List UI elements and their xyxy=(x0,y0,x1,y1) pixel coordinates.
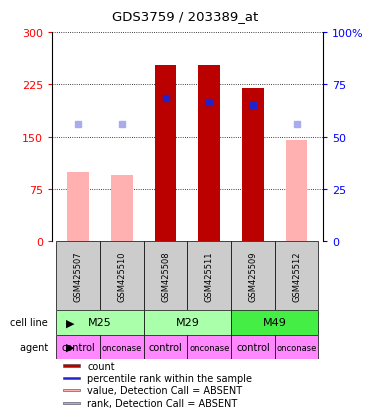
Text: onconase: onconase xyxy=(276,343,317,352)
Bar xyxy=(56,242,100,310)
Bar xyxy=(144,242,187,310)
Bar xyxy=(187,242,231,310)
Text: onconase: onconase xyxy=(102,343,142,352)
Bar xyxy=(144,310,231,335)
Bar xyxy=(198,66,220,242)
Text: ▶: ▶ xyxy=(66,342,75,352)
Text: rank, Detection Call = ABSENT: rank, Detection Call = ABSENT xyxy=(87,398,237,408)
Text: GSM425509: GSM425509 xyxy=(248,251,257,301)
Text: GSM425507: GSM425507 xyxy=(74,251,83,301)
Bar xyxy=(155,66,177,242)
Text: M25: M25 xyxy=(88,318,112,328)
Bar xyxy=(100,242,144,310)
Bar xyxy=(63,389,80,392)
Text: GSM425511: GSM425511 xyxy=(205,251,214,301)
Text: GSM425508: GSM425508 xyxy=(161,251,170,301)
Bar xyxy=(56,335,100,360)
Text: M29: M29 xyxy=(175,318,199,328)
Bar xyxy=(63,401,80,404)
Text: onconase: onconase xyxy=(189,343,229,352)
Text: control: control xyxy=(149,342,183,352)
Bar xyxy=(63,365,80,367)
Text: agent: agent xyxy=(20,342,51,352)
Text: count: count xyxy=(87,361,115,371)
Text: ▶: ▶ xyxy=(66,318,75,328)
Bar xyxy=(231,335,275,360)
Text: GSM425510: GSM425510 xyxy=(117,251,127,301)
Bar xyxy=(275,335,318,360)
Bar xyxy=(67,172,89,242)
Bar xyxy=(144,335,187,360)
Bar xyxy=(100,335,144,360)
Text: GSM425512: GSM425512 xyxy=(292,251,301,301)
Text: percentile rank within the sample: percentile rank within the sample xyxy=(87,373,252,383)
Bar xyxy=(111,176,133,242)
Bar xyxy=(231,310,318,335)
Text: control: control xyxy=(236,342,270,352)
Text: cell line: cell line xyxy=(10,318,51,328)
Bar xyxy=(242,89,264,242)
Text: GDS3759 / 203389_at: GDS3759 / 203389_at xyxy=(112,10,259,23)
Text: value, Detection Call = ABSENT: value, Detection Call = ABSENT xyxy=(87,385,242,395)
Bar xyxy=(231,242,275,310)
Bar xyxy=(63,377,80,379)
Bar xyxy=(275,242,318,310)
Bar xyxy=(286,141,308,242)
Bar xyxy=(56,310,144,335)
Text: control: control xyxy=(61,342,95,352)
Text: M49: M49 xyxy=(263,318,287,328)
Bar xyxy=(187,335,231,360)
